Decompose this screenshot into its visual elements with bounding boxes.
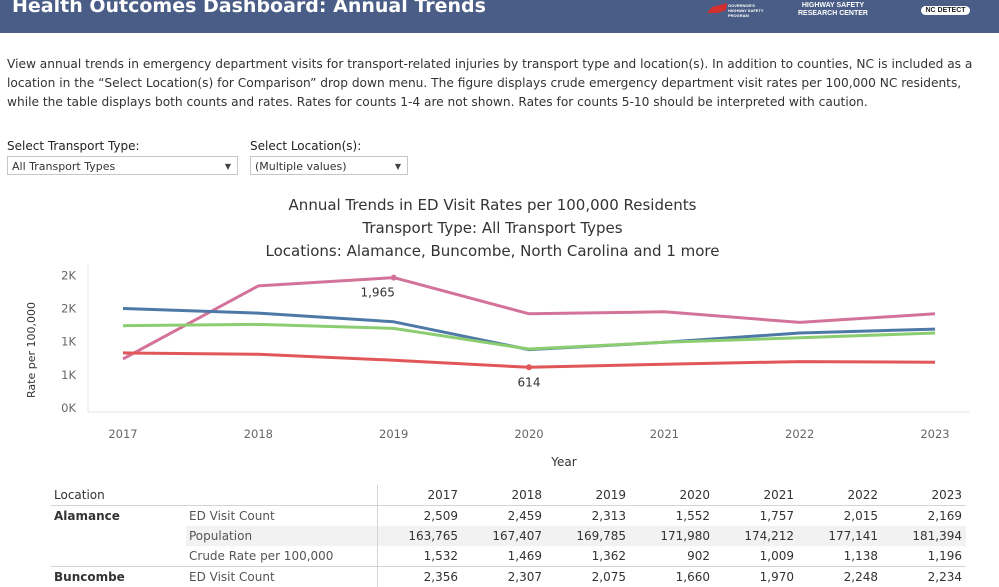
- table-cell: 2,356: [378, 567, 463, 587]
- y-tick-label: 2K: [61, 301, 76, 315]
- location-dropdown[interactable]: (Multiple values) ▼: [250, 156, 408, 175]
- transport-type-label: Select Transport Type:: [7, 139, 140, 153]
- table-header-year: 2020: [630, 485, 714, 506]
- table-cell: 2,313: [546, 506, 630, 527]
- y-tick-label: 1K: [61, 335, 76, 349]
- table-cell: 1,009: [714, 546, 798, 567]
- table-cell: 1,757: [714, 506, 798, 527]
- table-cell-location: [51, 546, 186, 567]
- table-cell: 2,307: [462, 567, 546, 587]
- hsrc-logo-text-1: HIGHWAY SAFETY: [802, 2, 864, 10]
- table-cell: 163,765: [378, 526, 463, 546]
- table-row: Buncombe ED Visit Count 2,356 2,307 2,07…: [51, 567, 966, 587]
- table-cell: 2,015: [798, 506, 882, 527]
- location-label: Select Location(s):: [250, 139, 361, 153]
- dashboard-header: Health Outcomes Dashboard: Annual Trends…: [0, 0, 999, 33]
- table-header-measure: [186, 485, 378, 506]
- table-header-year: 2021: [714, 485, 798, 506]
- table-cell: 1,362: [546, 546, 630, 567]
- dashboard-title: Health Outcomes Dashboard: Annual Trends: [12, 0, 486, 17]
- table-cell-location: [51, 526, 186, 546]
- x-tick-label: 2018: [244, 427, 273, 441]
- location-value: (Multiple values): [255, 160, 347, 173]
- table-cell: 2,075: [546, 567, 630, 587]
- table-header-year: 2018: [462, 485, 546, 506]
- table-cell: 1,469: [462, 546, 546, 567]
- table-cell: 1,552: [630, 506, 714, 527]
- hsrc-logo: HIGHWAY SAFETY RESEARCH CENTER: [783, 0, 883, 20]
- table-header-year: 2017: [378, 485, 463, 506]
- chart-title-line-3: Locations: Alamance, Buncombe, North Car…: [200, 242, 785, 260]
- transport-type-dropdown[interactable]: All Transport Types ▼: [7, 156, 238, 175]
- y-tick-label: 2K: [61, 268, 76, 282]
- table-cell: 167,407: [462, 526, 546, 546]
- x-tick-label: 2020: [514, 427, 543, 441]
- table-cell-measure: Population: [186, 526, 378, 546]
- nc-state-shape-icon: [706, 1, 728, 19]
- table-cell: 2,234: [882, 567, 966, 587]
- chevron-down-icon: ▼: [225, 157, 231, 176]
- nc-detect-logo-text: NC DETECT: [921, 6, 969, 15]
- dashboard-description: View annual trends in emergency departme…: [7, 55, 982, 112]
- x-tick-label: 2019: [379, 427, 408, 441]
- table-cell: 2,169: [882, 506, 966, 527]
- table-cell: 902: [630, 546, 714, 567]
- table-cell: 174,212: [714, 526, 798, 546]
- table-row: Crude Rate per 100,000 1,532 1,469 1,362…: [51, 546, 966, 567]
- table-header-year: 2019: [546, 485, 630, 506]
- series-line: [123, 278, 935, 359]
- series-line: [123, 324, 935, 349]
- table-cell: 1,660: [630, 567, 714, 587]
- table-header-row: Location 2017 2018 2019 2020 2021 2022 2…: [51, 485, 966, 506]
- nc-detect-logo: NC DETECT: [892, 0, 999, 20]
- table-cell: 171,980: [630, 526, 714, 546]
- chart-title-line-1: Annual Trends in ED Visit Rates per 100,…: [200, 196, 785, 214]
- hsrc-logo-text-2: RESEARCH CENTER: [798, 10, 868, 18]
- table-cell-measure: Crude Rate per 100,000: [186, 546, 378, 567]
- table-cell-location: Buncombe: [51, 567, 186, 587]
- chart-title-line-2: Transport Type: All Transport Types: [200, 219, 785, 237]
- table-cell: 177,141: [798, 526, 882, 546]
- table-cell-measure: ED Visit Count: [186, 567, 378, 587]
- table-header-year: 2022: [798, 485, 882, 506]
- table-row: Population 163,765 167,407 169,785 171,9…: [51, 526, 966, 546]
- x-tick-label: 2022: [785, 427, 814, 441]
- x-tick-label: 2021: [650, 427, 679, 441]
- y-axis-title: Rate per 100,000: [25, 302, 38, 398]
- y-tick-label: 0K: [61, 401, 76, 415]
- table-cell-measure: ED Visit Count: [186, 506, 378, 527]
- data-label: 614: [518, 375, 541, 389]
- table-cell: 2,248: [798, 567, 882, 587]
- chevron-down-icon: ▼: [395, 157, 401, 176]
- x-tick-label: 2023: [920, 427, 949, 441]
- table-cell: 1,196: [882, 546, 966, 567]
- annual-trends-line-chart: 0K 1K 1K 2K 2K 2017 2018 2019 2020 2021 2022 2023 Ye…: [0, 260, 999, 470]
- table-cell: 1,970: [714, 567, 798, 587]
- transport-type-value: All Transport Types: [12, 160, 115, 173]
- y-tick-label: 1K: [61, 368, 76, 382]
- table-cell: 181,394: [882, 526, 966, 546]
- ghsp-logo: GOVERNOR'S HIGHWAY SAFETY PROGRAM: [703, 0, 775, 20]
- table-cell: 169,785: [546, 526, 630, 546]
- table-cell: 2,509: [378, 506, 463, 527]
- x-tick-label: 2017: [108, 427, 137, 441]
- table-header-location: Location: [51, 485, 186, 506]
- data-label: 1,965: [360, 286, 394, 300]
- x-axis-title: Year: [550, 455, 576, 469]
- table-header-year: 2023: [882, 485, 966, 506]
- table-cell: 1,532: [378, 546, 463, 567]
- table-cell: 2,459: [462, 506, 546, 527]
- table-cell: 1,138: [798, 546, 882, 567]
- annotated-point: [391, 275, 397, 281]
- annual-trends-table: Location 2017 2018 2019 2020 2021 2022 2…: [51, 485, 966, 587]
- table-row: Alamance ED Visit Count 2,509 2,459 2,31…: [51, 506, 966, 527]
- ghsp-logo-text: GOVERNOR'S HIGHWAY SAFETY PROGRAM: [728, 3, 772, 18]
- annotated-point: [526, 364, 532, 370]
- table-cell-location: Alamance: [51, 506, 186, 527]
